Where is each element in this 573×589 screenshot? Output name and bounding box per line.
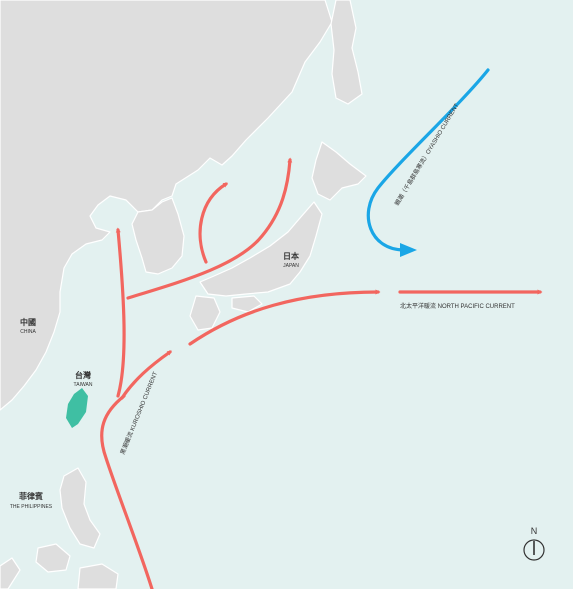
china-label-en: CHINA <box>20 329 36 335</box>
taiwan-island <box>66 388 88 428</box>
kuroshio-current-main <box>100 394 154 589</box>
philippines-label-en: THE PHILIPPINES <box>10 504 53 510</box>
kuroshio-branch-south-japan <box>120 350 173 400</box>
honshu-island <box>199 201 323 297</box>
compass: N <box>523 526 545 561</box>
japan-label-en: JAPAN <box>283 263 299 269</box>
japan-label: 日本 <box>283 251 299 261</box>
compass-circle <box>523 539 545 561</box>
taiwan-label: 台灣 <box>75 370 91 380</box>
oyashio-arrowhead <box>400 243 417 257</box>
kyushu-island <box>189 295 221 331</box>
sea-of-japan-west-branch <box>198 182 229 264</box>
palawan-island <box>0 557 21 589</box>
taiwan-label-en: TAIWAN <box>74 382 93 388</box>
kuroshio-extension <box>188 289 381 346</box>
shikoku-island <box>231 295 263 313</box>
philippines-label: 菲律賓 <box>19 491 43 501</box>
hokkaido-island <box>311 141 367 201</box>
kuroshio-branch-yellow-sea <box>115 227 126 398</box>
luzon-island <box>59 467 101 549</box>
china-label: 中國 <box>20 317 36 327</box>
mindanao-island <box>77 563 119 589</box>
tsushima-current <box>126 157 293 300</box>
north-pacific-current-label: 北太平洋暖流 NORTH PACIFIC CURRENT <box>400 302 515 310</box>
korea-peninsula <box>131 197 185 275</box>
compass-north-label: N <box>531 526 538 536</box>
oyashio-current <box>366 68 490 252</box>
visayas-islands <box>35 543 71 573</box>
asia-mainland <box>0 0 333 411</box>
sakhalin-island <box>330 0 363 105</box>
